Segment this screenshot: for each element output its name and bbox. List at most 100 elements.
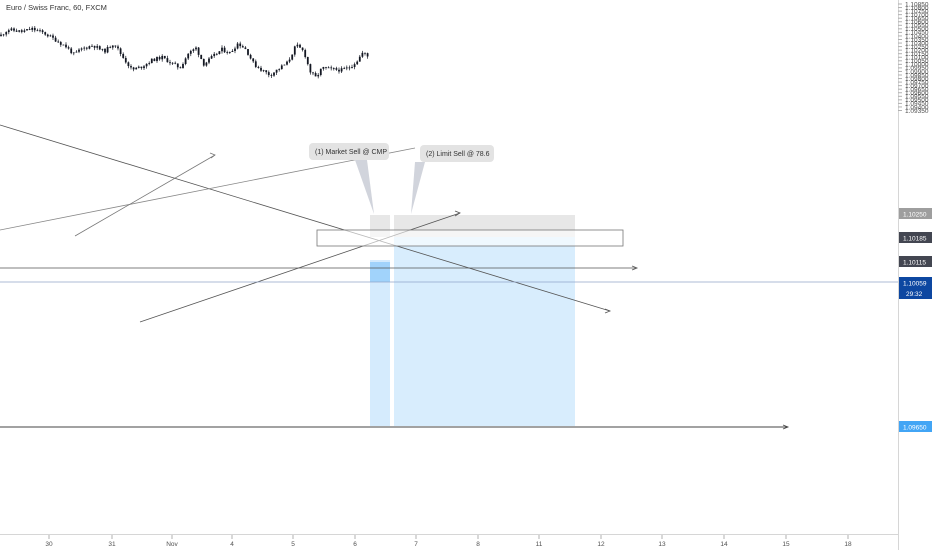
descending-trendline[interactable]	[0, 124, 611, 312]
price-tick-label: 1.10150	[905, 51, 929, 58]
price-tick-label: 1.10400	[905, 33, 929, 40]
candle	[195, 46, 197, 52]
candle	[119, 47, 122, 57]
time-tick-label: 15	[782, 541, 790, 548]
price-tick-label: 1.09850	[905, 72, 929, 79]
callout-market-sell[interactable]: (1) Market Sell @ CMP	[309, 143, 389, 214]
candle	[267, 70, 270, 78]
candle	[150, 58, 153, 64]
candle	[33, 26, 36, 33]
candle	[234, 46, 236, 54]
candle	[288, 57, 291, 64]
candle	[143, 64, 145, 70]
svg-text:1.10185: 1.10185	[903, 236, 927, 243]
candle	[223, 45, 226, 53]
candle	[124, 55, 127, 64]
candle	[213, 52, 216, 58]
arrow-head	[604, 308, 612, 314]
price-tick-label: 1.09650	[905, 87, 929, 94]
candle	[322, 66, 325, 71]
candle	[278, 68, 281, 72]
channel-line-1[interactable]	[74, 154, 216, 237]
short-position-2-reward-zone[interactable]	[394, 237, 575, 426]
chart-title: Euro / Swiss Franc, 60, FXCM	[6, 3, 107, 12]
upper-channel-line[interactable]	[0, 147, 416, 231]
candle	[59, 40, 62, 47]
candle	[96, 44, 99, 50]
candle	[41, 29, 44, 34]
candle	[46, 33, 49, 38]
callout-limit-sell-text: (2) Limit Sell @ 78.6	[426, 151, 490, 158]
candle	[36, 28, 39, 32]
price-badge-1.09650: 1.09650	[899, 421, 932, 432]
candle	[184, 57, 187, 66]
candle	[158, 55, 161, 61]
limit-zone-rectangle[interactable]	[316, 229, 624, 247]
time-axis[interactable]: 30 31 Nov 4 5 6 7 8 11 12 13 14 15 18	[45, 535, 852, 548]
price-tick-label: 1.09350	[905, 108, 929, 115]
candle	[179, 66, 182, 69]
candle	[156, 56, 158, 63]
candle	[57, 39, 60, 43]
candle	[93, 45, 96, 51]
candle	[132, 66, 135, 72]
candle	[265, 70, 268, 75]
candle	[330, 65, 333, 71]
candle	[163, 55, 166, 60]
candle	[319, 68, 322, 77]
candle	[91, 44, 93, 47]
candle	[304, 48, 307, 59]
price-tick-label: 1.09400	[905, 104, 929, 111]
candle	[218, 51, 221, 55]
candle	[351, 64, 353, 69]
price-tick-label: 1.09550	[905, 94, 929, 101]
candle	[52, 33, 54, 40]
time-tick-label: 8	[476, 541, 480, 548]
price-tick-label: 1.10550	[905, 23, 929, 30]
candle	[28, 26, 31, 31]
arrow-head	[631, 265, 639, 271]
candle	[0, 32, 2, 37]
price-tick-label: 1.09600	[905, 90, 929, 97]
candle	[306, 56, 309, 66]
candle	[49, 34, 52, 37]
candle	[104, 47, 106, 55]
candle	[20, 28, 23, 34]
price-badge-1.10115: 1.10115	[899, 256, 932, 267]
price-tick-label: 1.10650	[905, 16, 929, 23]
candle	[111, 45, 114, 50]
candle	[106, 45, 109, 54]
candle	[340, 66, 343, 73]
short-position-1-reward-zone[interactable]	[370, 260, 390, 426]
candle	[182, 62, 184, 69]
price-tick-label: 1.10000	[905, 62, 929, 69]
time-tick-label: 7	[414, 541, 418, 548]
price-tick-label: 1.10700	[905, 12, 929, 19]
candle	[192, 48, 195, 53]
candle	[200, 54, 203, 60]
arrow-head	[209, 152, 216, 159]
time-tick-label: 31	[108, 541, 116, 548]
candle	[26, 28, 28, 31]
candle	[23, 28, 26, 33]
arrow-head	[454, 210, 461, 217]
candle	[312, 71, 314, 76]
candle	[221, 45, 223, 54]
callout-limit-sell[interactable]: (2) Limit Sell @ 78.6	[411, 145, 494, 214]
candle	[296, 42, 299, 48]
candle	[314, 71, 317, 77]
candle	[236, 41, 239, 50]
svg-text:1.09650: 1.09650	[903, 425, 927, 432]
candlestick-series[interactable]	[0, 26, 369, 79]
price-tick-label: 1.10800	[905, 5, 929, 12]
price-axis[interactable]: 1.108501.108001.107501.107001.106501.106…	[898, 1, 929, 115]
candle	[98, 45, 101, 51]
price-tick-label: 1.09450	[905, 101, 929, 108]
svg-text:1.10059: 1.10059	[903, 281, 927, 288]
candle	[241, 44, 244, 48]
candle	[257, 65, 260, 69]
price-tick-label: 1.10100	[905, 55, 929, 62]
candle	[260, 65, 262, 73]
candle	[361, 50, 364, 58]
